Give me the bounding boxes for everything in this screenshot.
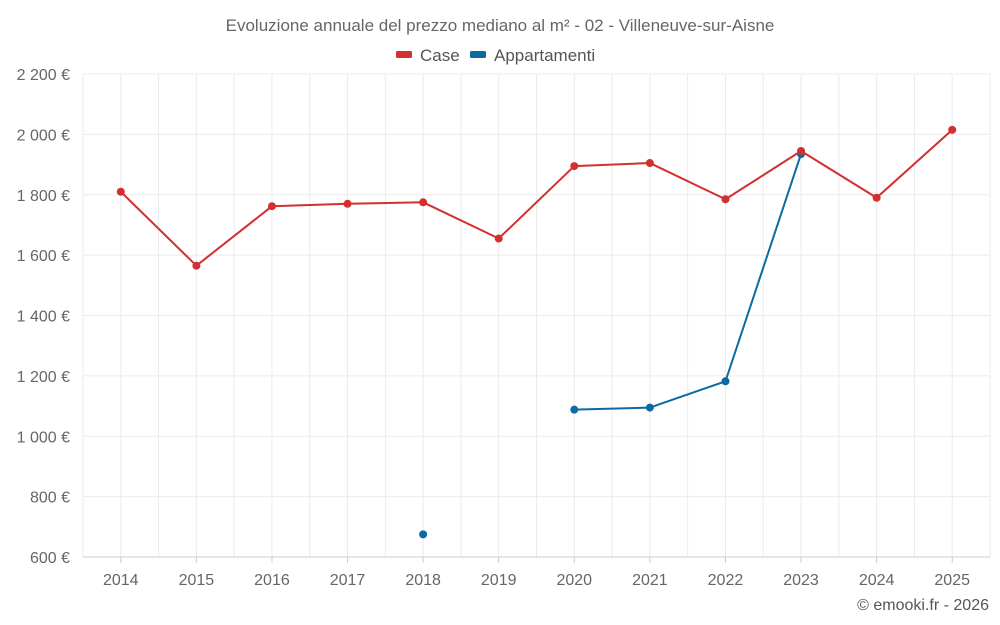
data-point-case — [343, 199, 352, 208]
x-tick-label: 2015 — [179, 572, 215, 589]
y-tick-label: 1 200 € — [17, 369, 70, 386]
legend: Case Appartamenti — [396, 46, 595, 65]
y-tick-label: 2 200 € — [17, 67, 70, 84]
y-tick-label: 1 400 € — [17, 309, 70, 326]
data-point-case — [645, 159, 654, 168]
data-point-case — [721, 195, 730, 204]
y-tick-label: 1 600 € — [17, 248, 70, 265]
x-tick-label: 2022 — [708, 572, 744, 589]
data-point-case — [494, 234, 503, 243]
legend-swatch-appartamenti — [470, 51, 486, 58]
series-line-case — [119, 128, 954, 267]
legend-label-appartamenti[interactable]: Appartamenti — [494, 46, 595, 65]
legend-label-case[interactable]: Case — [420, 46, 460, 65]
data-point-case — [192, 261, 201, 270]
grid — [82, 73, 991, 558]
x-tick-label: 2017 — [330, 572, 366, 589]
series-case — [116, 125, 957, 270]
x-tick-label: 2023 — [783, 572, 819, 589]
x-tick-label: 2014 — [103, 572, 139, 589]
y-tick-label: 1 800 € — [17, 188, 70, 205]
x-tick-label: 2021 — [632, 572, 668, 589]
x-tick-label: 2016 — [254, 572, 290, 589]
chart-title: Evoluzione annuale del prezzo mediano al… — [226, 16, 775, 35]
data-point-appartamenti — [645, 403, 654, 412]
data-point-case — [419, 198, 428, 207]
series-line-appartamenti — [573, 152, 803, 411]
data-point-case — [116, 187, 125, 196]
y-tick-label: 800 € — [30, 490, 70, 507]
y-axis: 600 € 800 € 1 000 € 1 200 € 1 400 € 1 600 € 1 … — [17, 67, 70, 567]
data-point-case — [797, 146, 806, 155]
x-axis: 2014 2015 2016 2017 2018 2019 2020 2021 2022 2023… — [83, 556, 990, 589]
x-tick-label: 2024 — [859, 572, 895, 589]
x-tick-label: 2019 — [481, 572, 517, 589]
data-point-appartamenti — [419, 530, 428, 539]
legend-swatch-case — [396, 51, 412, 58]
data-point-case — [948, 125, 957, 134]
data-point-appartamenti — [721, 377, 730, 386]
y-tick-label: 1 000 € — [17, 429, 70, 446]
series-group — [116, 125, 957, 539]
data-point-case — [267, 202, 276, 211]
x-tick-label: 2018 — [405, 572, 441, 589]
data-point-appartamenti — [570, 405, 579, 414]
y-tick-label: 600 € — [30, 550, 70, 567]
credit: © emooki.fr - 2026 — [857, 597, 989, 614]
y-tick-label: 2 000 € — [17, 127, 70, 144]
x-tick-label: 2025 — [934, 572, 970, 589]
data-point-case — [570, 162, 579, 171]
data-point-case — [872, 193, 881, 202]
x-tick-label: 2020 — [556, 572, 592, 589]
